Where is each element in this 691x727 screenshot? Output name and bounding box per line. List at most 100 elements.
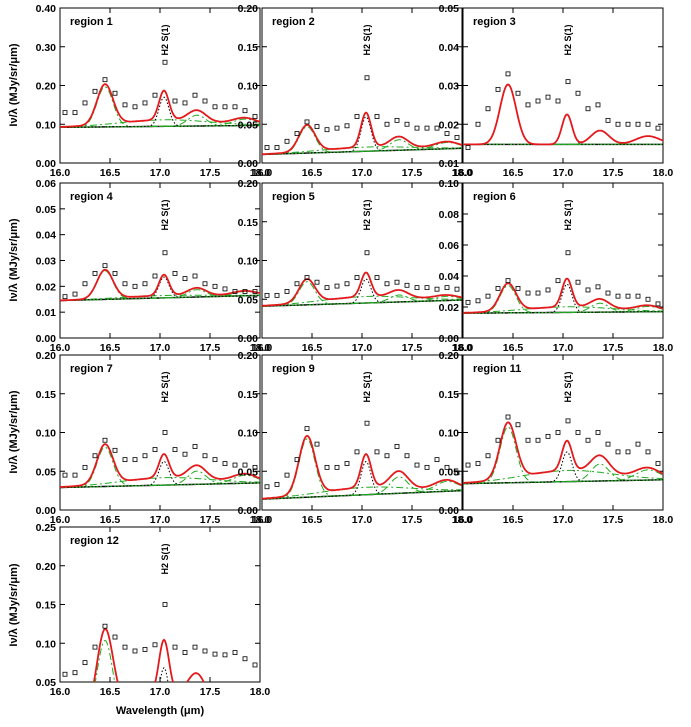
y-tick-label: 0.20	[36, 350, 57, 362]
total-fit-line	[463, 83, 663, 146]
observed-point	[424, 285, 430, 291]
x-tick-label: 17.5	[603, 167, 624, 179]
dust-feature-2	[463, 469, 663, 484]
y-tick-label: 0.05	[36, 677, 57, 689]
observed-point	[394, 117, 400, 123]
observed-point	[615, 121, 621, 127]
observed-point	[132, 457, 138, 463]
observed-point	[344, 281, 350, 287]
observed-point	[314, 441, 320, 447]
observed-point	[274, 482, 280, 487]
y-axis-title-row-2: Iν/λ (MJy/sr/μm)	[8, 218, 20, 301]
observed-point	[172, 644, 178, 650]
x-tick-label: 17.0	[352, 167, 373, 179]
observed-point	[364, 420, 370, 426]
y-tick-label: 0.00	[238, 333, 259, 345]
observed-point	[364, 75, 370, 81]
observed-point	[82, 281, 88, 287]
y-tick-label: 0.05	[439, 466, 460, 478]
observed-point	[535, 290, 541, 296]
observed-point	[192, 644, 198, 650]
observed-point	[424, 125, 430, 131]
observed-point	[142, 100, 148, 106]
y-tick-label: 0.00	[36, 505, 57, 517]
observed-point	[264, 145, 270, 150]
x-tick-label: 17.5	[402, 514, 423, 526]
observed-point	[625, 449, 631, 455]
observed-point	[252, 289, 258, 294]
observed-point	[324, 285, 330, 291]
observed-point	[384, 121, 390, 127]
x-tick-label: 16.0	[453, 167, 474, 179]
y-tick-label: 0.15	[439, 389, 460, 401]
observed-point	[122, 457, 128, 463]
x-tick-label: 18.0	[452, 167, 473, 179]
x-tick-label: 16.0	[50, 342, 71, 354]
x-tick-label: 16.0	[453, 514, 474, 526]
panel-region-3: 16.0 16.5 17.0 17.5 18.00.010.020.030.040.05…	[439, 3, 674, 179]
y-tick-label: 0.20	[238, 350, 259, 362]
observed-point	[102, 623, 108, 629]
observed-point	[454, 470, 460, 476]
y-tick-label: 0.02	[439, 302, 460, 314]
dust-feature-1	[262, 438, 462, 500]
x-tick-label: 17.5	[402, 342, 423, 354]
region-label: region 7	[70, 363, 113, 375]
dust-feature-4	[60, 290, 260, 301]
dust-feature-2	[60, 119, 260, 128]
observed-point	[102, 437, 108, 443]
observed-point	[485, 453, 491, 459]
observed-point	[404, 282, 410, 288]
observed-point	[545, 287, 551, 293]
observed-point	[394, 279, 400, 285]
h2-s1-label: H2 S(1)	[160, 199, 170, 230]
observed-point	[162, 430, 168, 435]
observed-point	[605, 290, 611, 296]
region-label: region 11	[473, 363, 521, 375]
x-tick-label: 17.0	[150, 342, 171, 354]
total-fit-line	[60, 268, 260, 302]
observed-point	[575, 279, 581, 285]
y-tick-label: 0.01	[36, 307, 57, 319]
y-tick-label: 0.20	[439, 350, 460, 362]
observed-point	[232, 104, 238, 110]
observed-point	[585, 287, 591, 293]
y-tick-label: 0.40	[36, 3, 57, 15]
observed-point	[475, 461, 481, 466]
observed-point	[142, 453, 148, 459]
observed-point	[434, 457, 440, 463]
observed-point	[294, 457, 300, 463]
observed-point	[172, 98, 178, 104]
x-tick-label: 18.0	[653, 342, 674, 354]
observed-point	[645, 121, 651, 127]
h2-s1-label: H2 S(1)	[563, 199, 573, 230]
y-tick-label: 0.15	[36, 389, 57, 401]
observed-point	[424, 464, 430, 470]
x-tick-label: 17.0	[553, 514, 574, 526]
observed-point	[202, 648, 208, 654]
plot-area	[262, 250, 462, 307]
y-tick-label: 0.06	[439, 240, 460, 252]
y-tick-label: 0.00	[36, 333, 57, 345]
observed-point	[284, 289, 290, 294]
y-tick-label: 0.10	[36, 638, 57, 650]
observed-point	[444, 131, 450, 136]
h2-s1-label: H2 S(1)	[362, 371, 372, 402]
x-tick-label: 17.0	[352, 514, 373, 526]
observed-point	[384, 281, 390, 287]
observed-point	[82, 660, 88, 666]
y-tick-label: 0.30	[36, 42, 57, 54]
observed-point	[62, 294, 68, 300]
y-tick-label: 0.10	[238, 256, 259, 268]
observed-point	[62, 110, 68, 116]
observed-point	[112, 447, 118, 453]
region-label: region 2	[272, 16, 315, 28]
dust-feature-4	[60, 474, 260, 488]
observed-point	[595, 284, 601, 290]
h2-line-component	[60, 96, 260, 128]
observed-point	[92, 453, 98, 459]
observed-point	[62, 472, 68, 478]
observed-point	[324, 464, 330, 470]
x-tick-label: 18.0	[653, 167, 674, 179]
observed-point	[384, 453, 390, 459]
